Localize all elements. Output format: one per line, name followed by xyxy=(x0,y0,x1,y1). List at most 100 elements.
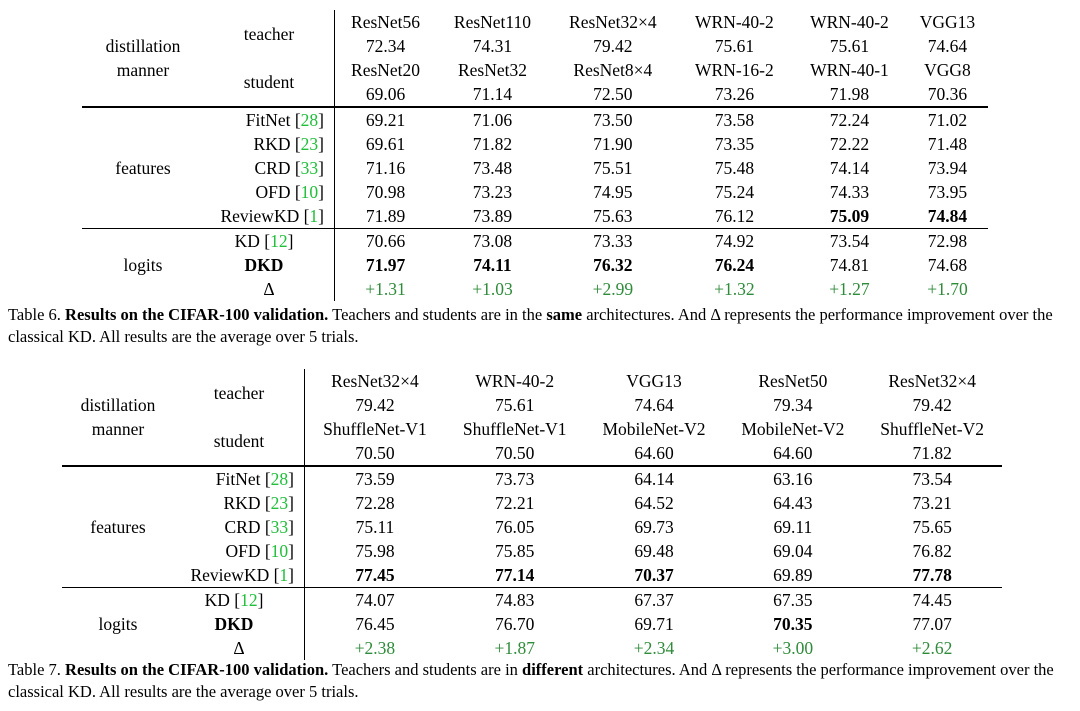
teacher-acc: 75.61 xyxy=(714,36,755,56)
student-acc: 72.50 xyxy=(548,82,677,108)
citation-link[interactable]: 10 xyxy=(270,541,289,561)
distillation-manner-label: distillation manner xyxy=(62,369,174,467)
student-name-row: student ResNet20 ResNet32 ResNet8×4 WRN-16-2… xyxy=(82,58,988,108)
result-cell: 73.23 xyxy=(472,182,513,202)
feature-row: OFD [10] 70.98 73.23 74.95 75.24 74.33 73.95 xyxy=(82,180,988,204)
teacher-name: ResNet50 xyxy=(758,371,828,391)
table-7: distillation manner teacher ResNet32×4 WRN-… xyxy=(62,369,1002,660)
result-cell: 63.16 xyxy=(773,469,813,489)
student-acc: 64.60 xyxy=(723,441,863,467)
method-label: ReviewKD xyxy=(220,206,300,226)
citation-link[interactable]: 1 xyxy=(309,206,319,226)
result-cell: 73.54 xyxy=(912,469,952,489)
citation-link[interactable]: 28 xyxy=(270,469,289,489)
delta-value: +1.27 xyxy=(829,279,870,299)
result-cell: 64.52 xyxy=(634,493,674,513)
teacher-acc: 72.34 xyxy=(365,36,406,56)
citation-link[interactable]: 12 xyxy=(240,590,258,610)
result-cell: 75.63 xyxy=(548,204,677,229)
teacher-acc: 79.34 xyxy=(773,395,813,415)
table-6-caption: Table 6. Results on the CIFAR-100 valida… xyxy=(8,305,1053,346)
method-label: OFD xyxy=(225,541,261,561)
student-acc-row: 69.06 71.14 72.50 73.26 71.98 70.36 xyxy=(82,82,988,108)
citation-link[interactable]: 1 xyxy=(279,565,289,585)
citation-link[interactable]: 33 xyxy=(300,158,319,178)
feature-row: features FitNet [28] 73.59 73.73 64.14 63.16 7… xyxy=(62,466,1002,588)
student-acc-row: 70.50 70.50 64.60 64.60 71.82 xyxy=(62,441,1002,467)
method-label: OFD xyxy=(255,182,291,202)
method-label: DKD xyxy=(244,255,284,275)
student-name: WRN-40-1 xyxy=(810,60,889,80)
result-cell: 76.05 xyxy=(495,517,535,537)
result-cell: 72.24 xyxy=(829,110,870,130)
result-cell: 73.58 xyxy=(714,110,755,130)
logit-row: DKD 71.97 74.11 76.32 76.24 74.81 74.68 xyxy=(82,253,988,277)
result-cell: 74.92 xyxy=(714,231,755,251)
teacher-label: teacher xyxy=(204,10,335,58)
citation-link[interactable]: 33 xyxy=(270,517,289,537)
result-cell: 73.54 xyxy=(829,231,870,251)
result-cell: 73.89 xyxy=(436,204,549,229)
student-acc: 71.82 xyxy=(862,441,1002,467)
student-acc: 70.36 xyxy=(906,82,988,108)
delta-value: +3.00 xyxy=(772,638,814,658)
result-cell: 69.89 xyxy=(723,563,863,588)
result-cell: 71.48 xyxy=(927,134,968,154)
result-cell: 75.85 xyxy=(495,541,535,561)
teacher-acc: 79.42 xyxy=(355,395,395,415)
student-name: MobileNet-V2 xyxy=(741,419,845,439)
student-acc: 64.60 xyxy=(584,441,724,467)
citation-link[interactable]: 12 xyxy=(270,231,288,251)
result-cell: 71.82 xyxy=(472,134,513,154)
method-name: KD [12] xyxy=(174,587,305,612)
result-cell: 69.61 xyxy=(365,134,406,154)
citation-link[interactable]: 10 xyxy=(300,182,319,202)
result-cell: 64.14 xyxy=(634,469,674,489)
result-cell: 75.51 xyxy=(593,158,633,178)
feature-row: RKD [23] 72.28 72.21 64.52 64.43 73.21 xyxy=(62,491,1002,515)
result-cell: 75.65 xyxy=(912,517,952,537)
student-acc: 71.98 xyxy=(791,82,907,108)
method-label: RKD xyxy=(253,134,291,154)
method-name: KD [12] xyxy=(204,228,335,253)
delta-value: +2.62 xyxy=(911,638,953,658)
result-cell: 73.48 xyxy=(472,158,513,178)
result-cell: 73.35 xyxy=(714,134,755,154)
teacher-acc-row: 72.34 74.31 79.42 75.61 75.61 74.64 xyxy=(82,34,988,58)
result-cell: 73.94 xyxy=(927,158,968,178)
result-cell: 74.45 xyxy=(912,590,952,610)
teacher-acc: 74.31 xyxy=(472,36,513,56)
result-cell: 71.89 xyxy=(334,204,437,229)
result-cell: 76.45 xyxy=(355,614,395,634)
citation-link[interactable]: 23 xyxy=(270,493,289,513)
citation-link[interactable]: 28 xyxy=(300,110,319,130)
result-cell: 67.35 xyxy=(773,590,813,610)
delta-label: Δ xyxy=(174,636,305,660)
teacher-name: ResNet32×4 xyxy=(888,371,976,391)
result-cell: 76.24 xyxy=(714,255,755,275)
result-cell: 74.33 xyxy=(829,182,870,202)
method-name: FitNet [28] xyxy=(174,466,305,491)
result-cell: 76.12 xyxy=(676,204,792,229)
result-cell: 74.07 xyxy=(355,590,395,610)
delta-value: +1.70 xyxy=(927,279,968,299)
result-cell: 73.08 xyxy=(472,231,513,251)
result-cell: 70.35 xyxy=(773,614,813,634)
student-acc: 70.50 xyxy=(444,441,585,467)
teacher-acc-row: 79.42 75.61 74.64 79.34 79.42 xyxy=(62,393,1002,417)
citation-link[interactable]: 23 xyxy=(300,134,319,154)
student-name: ResNet20 xyxy=(351,60,421,80)
result-cell: 77.14 xyxy=(444,563,585,588)
result-cell: 71.06 xyxy=(472,110,513,130)
teacher-name: VGG13 xyxy=(919,12,976,32)
student-acc: 71.14 xyxy=(436,82,549,108)
student-name: ShuffleNet-V2 xyxy=(880,419,984,439)
teacher-acc: 75.61 xyxy=(495,395,535,415)
delta-value: +1.87 xyxy=(494,638,535,658)
method-label: KD xyxy=(204,590,230,610)
result-cell: 74.83 xyxy=(495,590,535,610)
result-cell: 71.16 xyxy=(365,158,406,178)
teacher-acc: 79.42 xyxy=(912,395,952,415)
method-name: OFD [10] xyxy=(174,539,305,563)
teacher-name: ResNet32×4 xyxy=(331,371,419,391)
